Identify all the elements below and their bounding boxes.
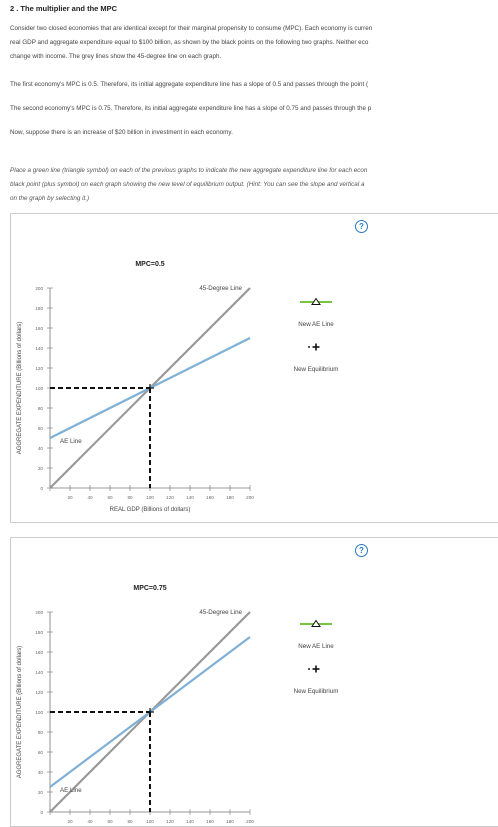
instruction-line-1: Place a green line (triangle symbol) on … [10, 167, 368, 174]
instruction-line-2: black point (plus symbol) on each graph … [10, 181, 365, 188]
chart-title: MPC=0.75 [133, 585, 166, 592]
y-tick-label: 120 [35, 690, 43, 695]
x-tick-label: 80 [127, 819, 133, 824]
second-economy-text: The second economy's MPC is 0.75. Theref… [10, 105, 372, 112]
new-equilibrium-label: New Equilibrium [294, 366, 339, 373]
y-tick-label: 140 [35, 346, 43, 351]
series-label-ae: AE Line [60, 787, 82, 794]
x-tick-label: 160 [206, 495, 214, 500]
graph-panel-2: ? MPC=0.75 0 20 40 60 80 100 120 140 160 180 200 20 4… [10, 537, 498, 827]
graph-panel-1: ? MPC=0.5 0 20 40 60 80 100 120 140 160 180 200 20 40… [10, 213, 498, 523]
new-ae-line-label: New AE Line [298, 321, 334, 328]
y-tick-label: 180 [35, 630, 43, 635]
x-tick-label: 120 [166, 819, 174, 824]
x-tick-label: 180 [226, 819, 234, 824]
triangle-icon[interactable] [311, 619, 321, 627]
y-tick-label: 0 [40, 486, 43, 491]
x-tick-label: 60 [107, 819, 113, 824]
x-tick-label: 20 [67, 819, 73, 824]
graph-mpc-0-5[interactable]: MPC=0.5 0 20 40 60 80 100 120 140 160 180 200 20 40 60… [11, 214, 498, 522]
intro-line-3: change with income. The grey lines show … [10, 53, 222, 60]
x-tick-label: 40 [87, 819, 93, 824]
series-label-ae: AE Line [60, 438, 82, 445]
y-tick-label: 160 [35, 326, 43, 331]
y-tick-label: 0 [40, 810, 43, 815]
help-icon[interactable]: ? [355, 220, 368, 233]
x-tick-label: 80 [127, 495, 133, 500]
y-tick-label: 180 [35, 306, 43, 311]
x-tick-label: 160 [206, 819, 214, 824]
chart-title: MPC=0.5 [135, 261, 164, 268]
y-tick-label: 200 [35, 286, 43, 291]
help-icon[interactable]: ? [355, 544, 368, 557]
y-tick-label: 100 [35, 386, 43, 391]
y-tick-label: 100 [35, 710, 43, 715]
new-equilibrium-label: New Equilibrium [294, 688, 339, 695]
x-tick-label: 180 [226, 495, 234, 500]
y-tick-label: 20 [38, 466, 44, 471]
graph-mpc-0-75[interactable]: MPC=0.75 0 20 40 60 80 100 120 140 160 180 200 20 40 6… [11, 538, 498, 826]
x-tick-label: 200 [246, 819, 254, 824]
instructions: Place a green line (triangle symbol) on … [10, 164, 367, 206]
y-tick-label: 40 [38, 770, 44, 775]
y-axis-label: AGGREGATE EXPENDITURE (Billions of dolla… [17, 646, 23, 779]
y-tick-label: 60 [38, 750, 44, 755]
investment-text: Now, suppose there is an increase of $20… [10, 129, 233, 136]
x-tick-label: 60 [107, 495, 113, 500]
y-tick-label: 40 [38, 446, 44, 451]
intro-line-1: Consider two closed economies that are i… [10, 25, 373, 32]
x-axis-label: REAL GDP (Billions of dollars) [110, 507, 191, 513]
new-ae-line-label: New AE Line [298, 643, 334, 650]
triangle-icon[interactable] [311, 297, 321, 305]
y-tick-label: 160 [35, 650, 43, 655]
series-label-45-degree: 45-Degree Line [199, 609, 242, 616]
x-tick-label: 100 [146, 819, 154, 824]
y-tick-label: 200 [35, 610, 43, 615]
y-tick-label: 120 [35, 366, 43, 371]
x-tick-label: 120 [166, 495, 174, 500]
y-tick-label: 60 [38, 426, 44, 431]
x-tick-label: 140 [186, 819, 194, 824]
x-tick-label: 20 [67, 495, 73, 500]
y-tick-label: 80 [38, 730, 44, 735]
x-tick-label: 40 [87, 495, 93, 500]
series-label-45-degree: 45-Degree Line [199, 285, 242, 292]
y-tick-label: 80 [38, 406, 44, 411]
y-tick-label: 140 [35, 670, 43, 675]
first-economy-text: The first economy's MPC is 0.5. Therefor… [10, 81, 369, 88]
x-tick-label: 100 [146, 495, 154, 500]
x-tick-label: 140 [186, 495, 194, 500]
x-tick-label: 200 [246, 495, 254, 500]
instruction-line-3: on the graph by selecting it.) [10, 195, 90, 202]
intro-paragraph: Consider two closed economies that are i… [10, 22, 372, 64]
intro-line-2: real GDP and aggregate expenditure equal… [10, 39, 369, 46]
y-axis-label: AGGREGATE EXPENDITURE (Billions of dolla… [17, 322, 23, 455]
y-tick-label: 20 [38, 790, 44, 795]
question-title: 2 . The multiplier and the MPC [10, 4, 118, 13]
